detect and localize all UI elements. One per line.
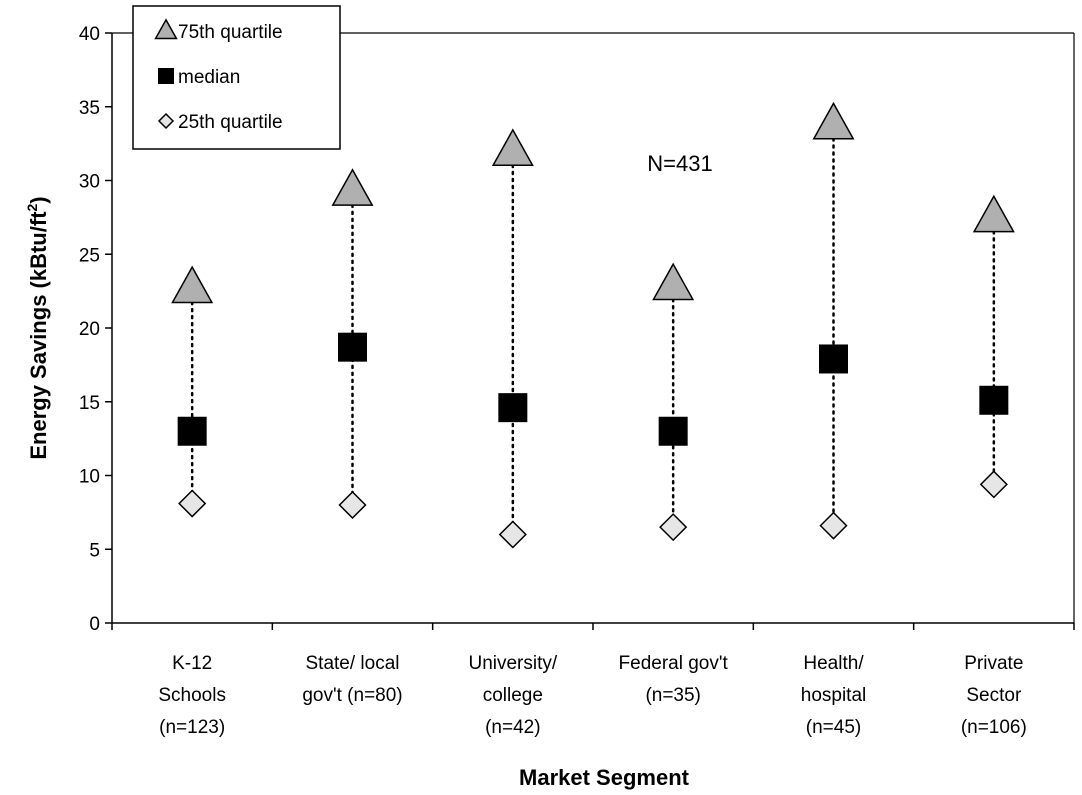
median-marker [979,385,1009,415]
range-lines [190,123,996,536]
legend-median-marker [158,68,174,84]
y-tick-label: 5 [89,540,100,561]
q75-marker [652,262,695,301]
x-axis-title: Market Segment [519,765,690,790]
x-category-label-line: University/ [468,653,557,674]
x-category-label-line: Schools [158,685,226,706]
y-axis-title-main: Energy Savings (kBtu/ft [26,211,51,460]
q25-marker [979,470,1008,499]
x-category-label-line: college [483,685,543,706]
x-category-label-line: gov't (n=80) [302,685,402,706]
y-tick-label: 0 [89,614,100,635]
y-tick-label: 25 [79,245,100,266]
x-category-label: State/ local gov't (n=80) [302,653,402,706]
q25-marker [178,489,207,518]
median-marker [177,416,207,446]
legend-label: 25th quartile [178,112,283,133]
x-category-label-line: Health/ [803,653,864,674]
y-tick-label: 40 [79,24,100,45]
median-marker [498,393,528,423]
legend: 75th quartile median 25th quartile [132,5,341,150]
q75-marker [812,101,855,140]
legend-q25-marker [157,112,175,130]
y-tick-label: 30 [79,172,100,193]
y-tick-label: 20 [79,319,100,340]
x-category-label-line: (n=35) [645,685,700,706]
y-axis-title-superscript: 2 [24,203,40,211]
x-category-label-line: Federal gov't [619,653,729,674]
q25-marker [498,520,527,549]
axes: 0 5 10 15 20 25 30 35 40 K-12 Schools (n=123) State/… [79,24,1075,738]
median-marker [658,416,688,446]
x-category-label: K-12 Schools (n=123) [158,653,226,738]
x-category-label-line: State/ local [306,653,400,674]
median-marker [819,344,848,374]
x-category-label: Health/hospital (n=45) [801,653,867,738]
q25-marker [819,511,848,540]
x-category-label-line: (n=106) [961,717,1027,738]
legend-label: 75th quartile [178,22,283,43]
y-tick-label: 15 [79,393,100,414]
x-category-label-line: hospital [801,685,867,706]
q25-marker [659,513,688,542]
sample-size-annotation: N=431 [647,151,712,176]
x-category-label-line: K-12 [172,653,212,674]
x-category-label: Federal gov't (n=35) [619,653,729,706]
median-marker [338,332,367,362]
x-category-label-line: (n=45) [806,717,861,738]
y-tick-label: 10 [79,467,100,488]
x-category-label: Private Sector (n=106) [961,653,1027,738]
q75-marker [491,128,534,167]
x-category-label-line: Sector [966,685,1022,706]
y-tick-label: 35 [79,98,100,119]
x-category-label: University/college (n=42) [468,653,557,738]
x-category-label-line: (n=123) [159,717,225,738]
data-marks [171,101,1015,549]
x-category-label-line: Private [964,653,1023,674]
legend-q75-marker [154,18,178,40]
q75-marker [972,194,1015,233]
y-axis-title-close: ) [26,196,51,203]
q25-marker [338,490,367,520]
q75-marker [171,265,214,304]
legend-label: median [178,67,240,88]
x-category-label-line: (n=42) [485,717,540,738]
q75-marker [331,168,374,206]
y-axis-title: Energy Savings (kBtu/ft2) [24,196,51,459]
